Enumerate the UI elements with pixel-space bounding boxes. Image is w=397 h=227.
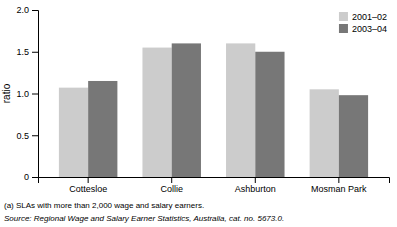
y-tick: 0.5	[16, 131, 38, 141]
annotation: (a) SLAs with more than 2,000 wage and s…	[4, 201, 204, 210]
bar	[226, 43, 255, 177]
bar	[339, 95, 368, 177]
chart: 0 0.5 1.0 1.5 2.0 Cottesloe Collie Ashburton Mos…	[0, 0, 397, 227]
bar-series	[59, 43, 339, 177]
y-tick-mark	[32, 52, 38, 53]
bar	[88, 81, 117, 177]
legend-item: 2001–02	[339, 12, 387, 22]
legend-swatch	[339, 24, 348, 33]
x-tick-mark	[255, 177, 256, 183]
legend-label: 2001–02	[352, 12, 387, 22]
y-tick-label: 1.5	[16, 47, 29, 57]
x-tick: Cottesloe	[69, 177, 107, 194]
x-tick: Mosman Park	[311, 177, 367, 194]
x-tick-label: Mosman Park	[311, 184, 367, 194]
legend-label: 2003–04	[352, 24, 387, 34]
x-tick-label: Collie	[160, 184, 183, 194]
y-tick: 1.0	[16, 89, 38, 99]
y-tick-mark	[32, 94, 38, 95]
y-axis-line	[32, 11, 39, 178]
y-tick-label: 0	[24, 172, 29, 182]
bars	[59, 43, 368, 177]
x-tick: Collie	[160, 177, 183, 194]
y-tick-mark	[32, 135, 38, 136]
plot: 0 0.5 1.0 1.5 2.0 Cottesloe Collie Ashburton Mos…	[16, 5, 389, 194]
annotation: Source: Regional Wage and Salary Earner …	[4, 214, 284, 223]
bar	[172, 43, 201, 177]
x-tick: Ashburton	[235, 177, 276, 194]
legend: 2001–02 2003–04	[339, 12, 387, 34]
x-tick-label: Cottesloe	[69, 184, 107, 194]
bar	[310, 89, 339, 177]
bar-series	[88, 43, 368, 177]
y-tick: 2.0	[16, 5, 38, 15]
x-axis-line	[39, 178, 390, 184]
y-tick-mark	[32, 10, 38, 11]
y-axis: 0 0.5 1.0 1.5 2.0	[16, 5, 38, 182]
y-tick-mark	[32, 177, 38, 178]
x-tick-mark	[88, 177, 89, 183]
legend-swatch	[339, 12, 348, 21]
x-tick-label: Ashburton	[235, 184, 276, 194]
x-axis: Cottesloe Collie Ashburton Mosman Park	[39, 177, 390, 194]
bar	[142, 48, 171, 177]
y-tick-label: 1.0	[16, 89, 29, 99]
y-tick-label: 0.5	[16, 131, 29, 141]
bar	[59, 88, 88, 177]
x-tick-mark	[171, 177, 172, 183]
legend-item: 2003–04	[339, 24, 387, 34]
y-tick: 0	[24, 172, 38, 182]
y-axis-title: ratio	[1, 83, 12, 103]
x-tick-mark	[338, 177, 339, 183]
y-tick-label: 2.0	[16, 5, 29, 15]
y-tick: 1.5	[16, 47, 38, 57]
bar	[255, 52, 284, 177]
